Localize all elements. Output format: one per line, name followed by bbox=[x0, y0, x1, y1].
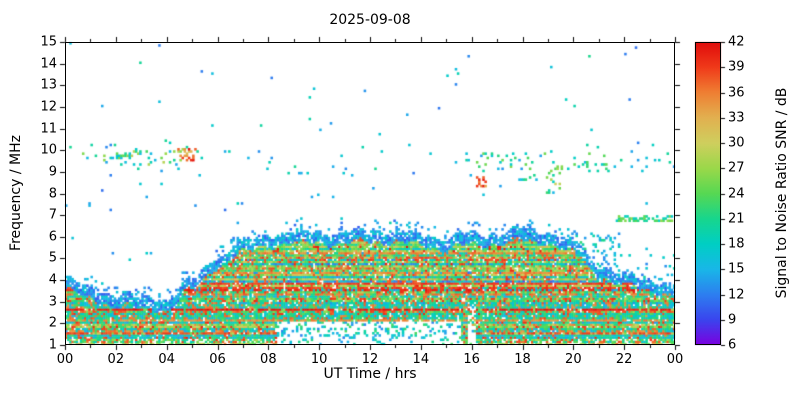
colorbar-tick-label: 12 bbox=[728, 287, 745, 302]
x-tick-label: 08 bbox=[260, 352, 277, 367]
y-tick-label: 3 bbox=[48, 294, 57, 310]
colorbar-tick-label: 36 bbox=[728, 85, 745, 100]
colorbar-tick-label: 33 bbox=[728, 110, 745, 126]
y-tick-label: 9 bbox=[48, 164, 57, 180]
y-tick-label: 2 bbox=[48, 315, 57, 331]
x-tick-label: 00 bbox=[666, 352, 684, 367]
colorbar-tick-label: 39 bbox=[728, 59, 745, 75]
y-tick-label: 10 bbox=[40, 142, 57, 158]
x-tick-label: 18 bbox=[514, 352, 531, 367]
x-tick-label: 22 bbox=[615, 352, 633, 367]
colorbar-tick-label: 30 bbox=[728, 135, 745, 151]
x-tick-label: 04 bbox=[158, 352, 175, 367]
x-tick-label: 10 bbox=[310, 352, 328, 367]
y-tick-label: 4 bbox=[48, 272, 57, 288]
colorbar-tick-label: 15 bbox=[728, 261, 745, 277]
colorbar-label: Signal to Noise Ratio SNR / dB bbox=[774, 87, 790, 299]
x-tick-label: 00 bbox=[56, 352, 74, 367]
y-tick-label: 8 bbox=[48, 186, 57, 201]
y-tick-label: 7 bbox=[48, 207, 57, 223]
colorbar-tick-label: 27 bbox=[728, 160, 745, 176]
x-axis-label: UT Time / hrs bbox=[323, 366, 417, 382]
x-tick-label: 06 bbox=[209, 352, 226, 367]
x-tick-label: 20 bbox=[565, 352, 582, 367]
colorbar-tick-label: 6 bbox=[728, 337, 737, 353]
x-tick-label: 12 bbox=[361, 352, 379, 367]
y-tick-label: 15 bbox=[40, 34, 57, 50]
x-tick-label: 02 bbox=[107, 352, 125, 367]
colorbar-tick-label: 9 bbox=[728, 312, 737, 328]
y-axis-label: Frequency / MHz bbox=[8, 135, 24, 251]
colorbar-tick-label: 24 bbox=[728, 186, 745, 201]
x-tick-label: 14 bbox=[412, 352, 430, 367]
y-tick-label: 1 bbox=[48, 337, 57, 353]
y-tick-label: 5 bbox=[48, 250, 57, 266]
colorbar-tick-label: 21 bbox=[728, 211, 745, 227]
y-tick-label: 6 bbox=[48, 229, 57, 245]
chart-title: 2025-09-08 bbox=[329, 12, 411, 28]
y-tick-label: 12 bbox=[40, 99, 57, 115]
colorbar-tick-label: 18 bbox=[728, 236, 745, 252]
y-tick-label: 14 bbox=[40, 56, 57, 72]
x-tick-label: 16 bbox=[463, 352, 480, 367]
y-tick-label: 11 bbox=[40, 121, 57, 137]
y-tick-label: 13 bbox=[40, 77, 57, 93]
colorbar-tick-label: 42 bbox=[728, 34, 745, 50]
